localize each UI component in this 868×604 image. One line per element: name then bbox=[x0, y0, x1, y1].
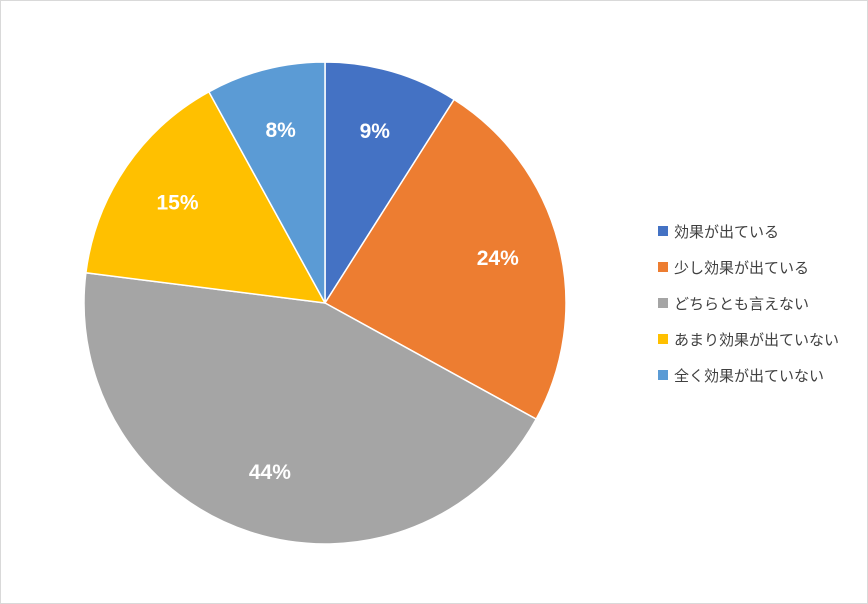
legend-swatch bbox=[658, 226, 668, 236]
data-label-2: 24% bbox=[477, 247, 519, 270]
data-label-3: 44% bbox=[249, 461, 291, 484]
legend-label: どちらとも言えない bbox=[674, 294, 810, 313]
data-label-1: 9% bbox=[360, 120, 391, 143]
legend-swatch bbox=[658, 298, 668, 308]
legend-swatch bbox=[658, 262, 668, 272]
legend-item-2: 少し効果が出ている bbox=[658, 255, 839, 279]
legend-label: 少し効果が出ている bbox=[674, 258, 810, 277]
legend-label: 全く効果が出ていない bbox=[674, 366, 825, 385]
legend-item-5: 全く効果が出ていない bbox=[658, 363, 839, 387]
legend-item-4: あまり効果が出ていない bbox=[658, 327, 839, 351]
legend-label: あまり効果が出ていない bbox=[674, 330, 840, 349]
legend-item-1: 効果が出ている bbox=[658, 219, 839, 243]
pie-slice-5 bbox=[207, 61, 326, 304]
legend-label: 効果が出ている bbox=[674, 222, 780, 241]
pie-slice-3 bbox=[83, 271, 538, 545]
data-label-4: 15% bbox=[156, 191, 198, 214]
legend-item-3: どちらとも言えない bbox=[658, 291, 839, 315]
legend-swatch bbox=[658, 334, 668, 344]
data-label-5: 8% bbox=[265, 119, 296, 142]
legend: 効果が出ている少し効果が出ている どちらとも言えないあまり効果が出ていない 全く効果… bbox=[658, 219, 839, 399]
pie-slice-4 bbox=[85, 90, 327, 304]
legend-swatch bbox=[658, 370, 668, 380]
pie-slice-1 bbox=[324, 61, 456, 306]
pie-slice-2 bbox=[323, 98, 567, 421]
